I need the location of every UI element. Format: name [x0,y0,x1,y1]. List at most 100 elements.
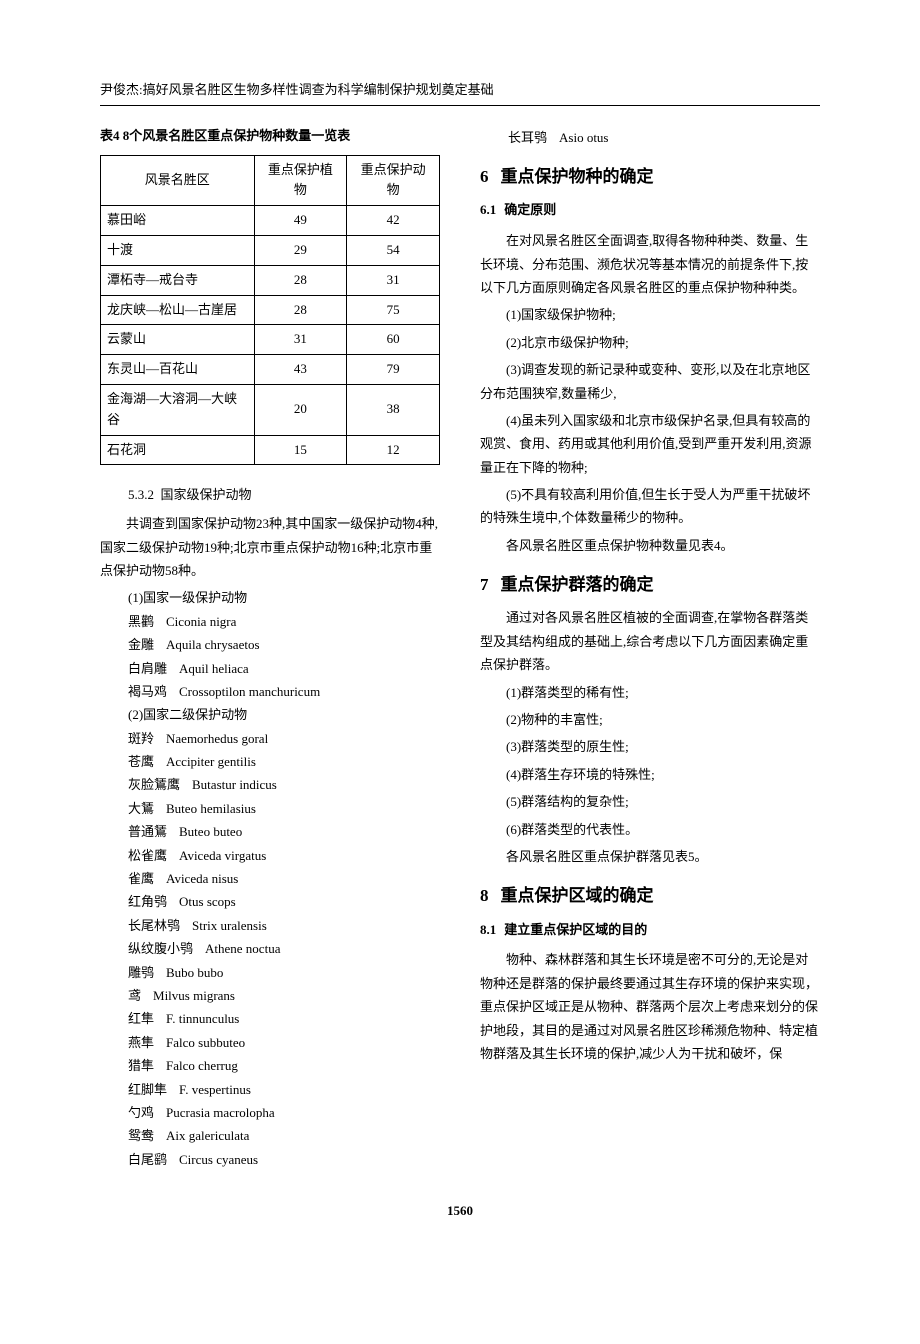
table-row: 金海湖—大溶洞—大峡谷2038 [101,384,440,435]
table-cell: 15 [254,435,347,465]
species-cn: 红隼 [128,1011,154,1026]
species-item: 红隼 F. tinnunculus [128,1007,440,1030]
species-cn: 灰脸鵟鹰 [128,777,180,792]
numbered-item: (1)国家级保护物种; [480,303,820,326]
col-header: 重点保护动物 [347,155,440,206]
numbered-item: (2)物种的丰富性; [480,708,820,731]
sec61-heading: 6.1 确定原则 [480,200,820,221]
species-item: 普通鵟Buteo buteo [128,820,440,843]
table-cell: 42 [347,206,440,236]
numbered-item: (5)不具有较高利用价值,但生长于受人为严重干扰破坏的特殊生境中,个体数量稀少的… [480,483,820,530]
sec-532-heading: 5.3.2 国家级保护动物 [128,485,440,506]
species-item: 勺鸡Pucrasia macrolopha [128,1101,440,1124]
table-cell: 54 [347,235,440,265]
species-cn: 雀鹰 [128,871,154,886]
species-latin: Crossoptilon manchuricum [179,684,320,699]
species-cn: 猎隼 [128,1058,154,1073]
table-cell: 75 [347,295,440,325]
numbered-item: (4)虽未列入国家级和北京市级保护名录,但具有较高的观赏、食用、药用或其他利用价… [480,409,820,479]
species-cn: 纵纹腹小鸮 [128,941,193,956]
species-latin: Butastur indicus [192,777,277,792]
species-latin: F. tinnunculus [166,1011,239,1026]
table-cell: 潭柘寺—戒台寺 [101,265,255,295]
species-cn: 普通鵟 [128,824,167,839]
table-cell: 60 [347,325,440,355]
numbered-item: (1)群落类型的稀有性; [480,681,820,704]
sec81-heading: 8.1建立重点保护区域的目的 [480,920,820,941]
species-latin: Aquila chrysaetos [166,637,260,652]
sec7-intro: 通过对各风景名胜区植被的全面调查,在掌物各群落类型及其结构组成的基础上,综合考虑… [480,606,820,676]
species-item: 红脚隼 F. vespertinus [128,1078,440,1101]
species-cn: 白肩雕 [128,661,167,676]
numbered-item: (3)群落类型的原生性; [480,735,820,758]
species-cn: 长尾林鸮 [128,918,180,933]
species-item: 黑鹳Ciconia nigra [128,610,440,633]
species-latin: Aquil heliaca [179,661,249,676]
table-cell: 31 [347,265,440,295]
species-cn: 黑鹳 [128,614,154,629]
species-cn: 鸳鸯 [128,1128,154,1143]
species-latin: Otus scops [179,894,236,909]
running-header: 尹俊杰:搞好风景名胜区生物多样性调查为科学编制保护规划奠定基础 [100,80,820,106]
species-item: 灰脸鵟鹰 Butastur indicus [128,773,440,796]
sec-title: 重点保护物种的确定 [501,167,654,186]
species-item: 雕鸮Bubo bubo [128,961,440,984]
species-latin: Asio otus [559,130,608,145]
group1-title: (1)国家一级保护动物 [128,586,440,609]
species-item: 白尾鹞Circus cyaneus [128,1148,440,1171]
species-cn: 燕隼 [128,1035,154,1050]
species-latin: Bubo bubo [166,965,223,980]
two-column-layout: 表4 8个风景名胜区重点保护物种数量一览表 风景名胜区 重点保护植物 重点保护动… [100,126,820,1171]
table-row: 慕田峪4942 [101,206,440,236]
sec-title: 重点保护群落的确定 [501,575,654,594]
table-cell: 东灵山—百花山 [101,355,255,385]
numbered-item: (5)群落结构的复杂性; [480,790,820,813]
species-latin: Circus cyaneus [179,1152,258,1167]
table-cell: 38 [347,384,440,435]
left-column: 表4 8个风景名胜区重点保护物种数量一览表 风景名胜区 重点保护植物 重点保护动… [100,126,440,1171]
species-cn: 金雕 [128,637,154,652]
sec-title: 建立重点保护区域的目的 [504,922,647,937]
sec6-outro: 各风景名胜区重点保护物种数量见表4。 [480,534,820,557]
sec-title: 确定原则 [504,202,556,217]
table-header-row: 风景名胜区 重点保护植物 重点保护动物 [101,155,440,206]
species-cn: 红角鸮 [128,894,167,909]
table4: 风景名胜区 重点保护植物 重点保护动物 慕田峪4942十渡2954潭柘寺—戒台寺… [100,155,440,466]
sec8-body: 物种、森林群落和其生长环境是密不可分的,无论是对物种还是群落的保护最终要通过其生… [480,948,820,1065]
table-cell: 龙庆峡—松山—古崖居 [101,295,255,325]
numbered-item: (6)群落类型的代表性。 [480,818,820,841]
numbered-item: (2)北京市级保护物种; [480,331,820,354]
species-cn: 红脚隼 [128,1082,167,1097]
species-cn: 斑羚 [128,731,154,746]
species-latin: Accipiter gentilis [166,754,256,769]
sec-num: 6 [480,167,489,186]
sec-title: 国家级保护动物 [161,487,252,502]
species-item: 红角鸮 Otus scops [128,890,440,913]
sec6-intro: 在对风景名胜区全面调查,取得各物种种类、数量、生长环境、分布范围、濒危状况等基本… [480,229,820,299]
table-cell: 28 [254,295,347,325]
species-item: 纵纹腹小鸮Athene noctua [128,937,440,960]
table-cell: 49 [254,206,347,236]
table-cell: 79 [347,355,440,385]
right-column: 长耳鸮Asio otus 6重点保护物种的确定 6.1确定原则 在对风景名胜区全… [480,126,820,1171]
species-item: 褐马鸡Crossoptilon manchuricum [128,680,440,703]
species-latin: Falco cherrug [166,1058,238,1073]
table-row: 石花洞1512 [101,435,440,465]
table-cell: 石花洞 [101,435,255,465]
table-cell: 28 [254,265,347,295]
species-item: 白肩雕 Aquil heliaca [128,657,440,680]
sec-num: 8 [480,886,489,905]
table-row: 十渡2954 [101,235,440,265]
species-item: 鸳鸯 Aix galericulata [128,1124,440,1147]
sec-num: 6.1 [480,202,496,217]
page-number: 1560 [100,1201,820,1222]
table-cell: 31 [254,325,347,355]
species-item: 苍鹰Accipiter gentilis [128,750,440,773]
sec8-heading: 8重点保护区域的确定 [480,882,820,909]
species-latin: Aix galericulata [166,1128,249,1143]
table-row: 东灵山—百花山4379 [101,355,440,385]
numbered-item: (4)群落生存环境的特殊性; [480,763,820,786]
species-item: 大鵟Buteo hemilasius [128,797,440,820]
species-latin: Pucrasia macrolopha [166,1105,275,1120]
species-latin: F. vespertinus [179,1082,251,1097]
